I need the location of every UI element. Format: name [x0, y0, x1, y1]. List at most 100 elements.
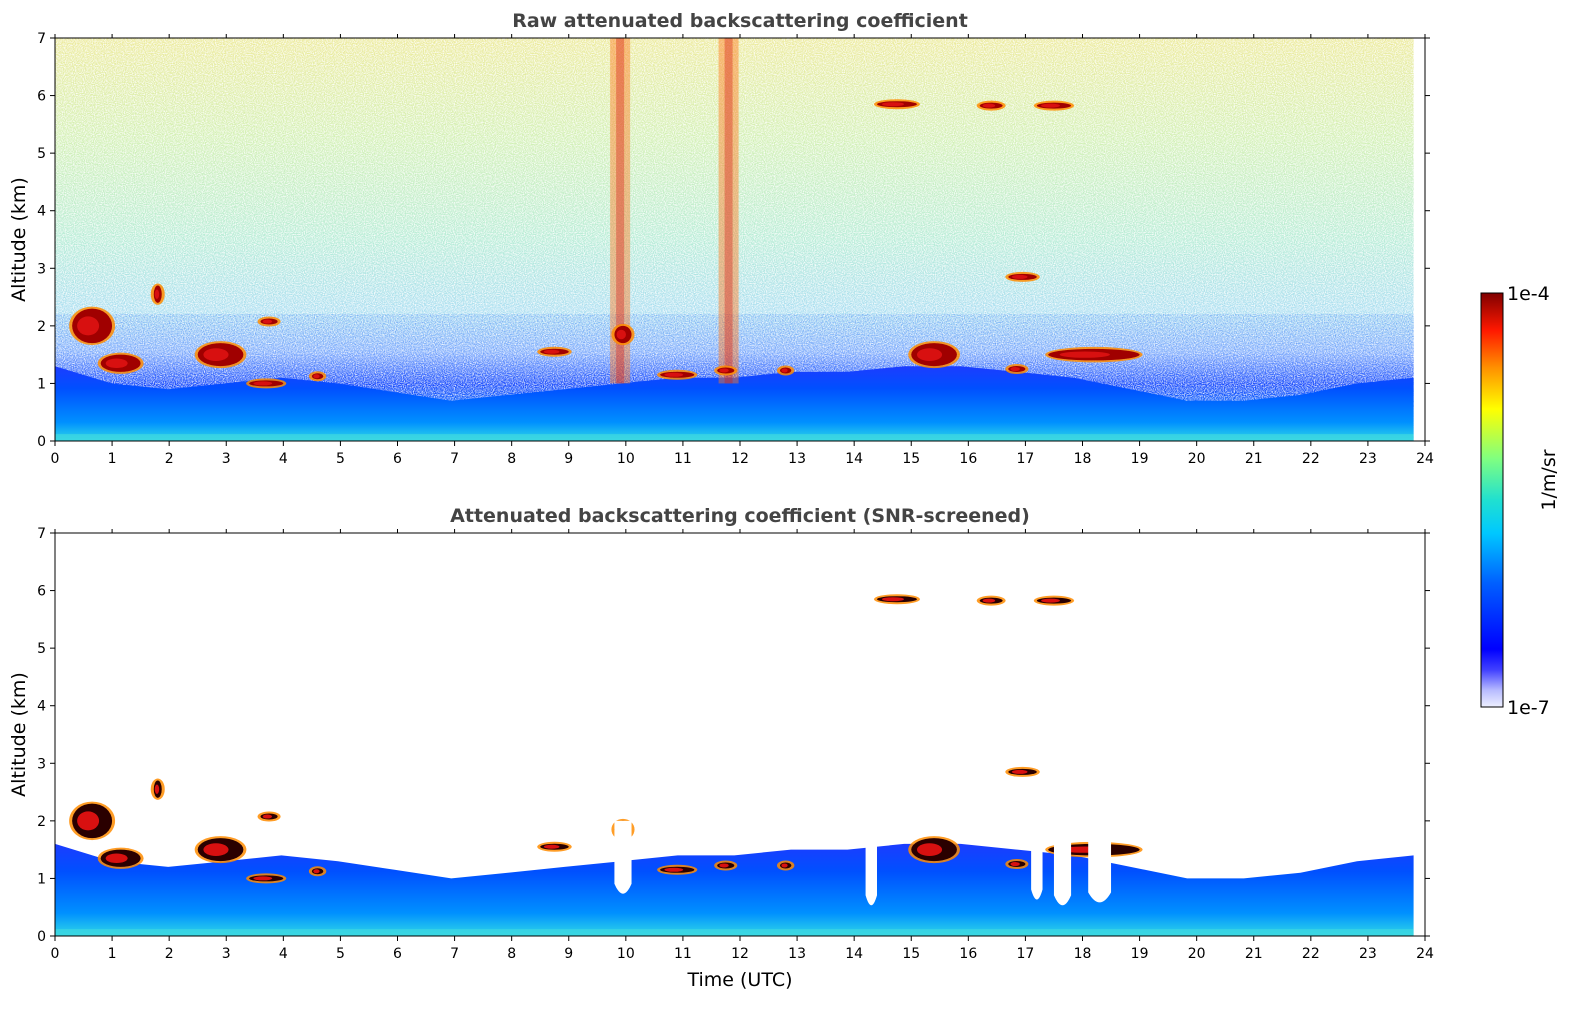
cloud-core	[664, 867, 684, 872]
x-tick-label: 7	[450, 946, 459, 962]
x-tick-label: 19	[1131, 946, 1149, 962]
x-tick-label: 5	[336, 946, 345, 962]
cloud-core	[982, 103, 996, 108]
y-tick-label: 5	[37, 641, 46, 657]
cloud-core	[881, 597, 904, 602]
x-tick-label: 3	[222, 946, 231, 962]
x-tick-label: 13	[788, 946, 806, 962]
panel-2: 0 1 2 3 4 5 6 7 8 9 10 11 12 13 14 15 16 17 18 19 20 21 22 23 24…	[8, 505, 1434, 991]
x-tick-label: 21	[1245, 451, 1263, 467]
cloud-core	[982, 598, 996, 603]
x-tick-label: 9	[564, 946, 573, 962]
cloud-core	[916, 843, 943, 856]
y-tick-label: 0	[37, 434, 46, 450]
x-tick-label: 10	[617, 946, 635, 962]
noise-streak	[610, 38, 631, 384]
cloud-core	[154, 289, 160, 299]
cloud-core	[105, 853, 128, 864]
y-tick-label: 3	[37, 261, 46, 277]
plot-area	[55, 594, 1414, 936]
x-tick-label: 0	[51, 946, 60, 962]
panel-title: Attenuated backscattering coefficient (S…	[450, 505, 1030, 527]
y-tick-label: 3	[37, 756, 46, 772]
cloud-core	[253, 876, 273, 881]
x-tick-label: 2	[165, 946, 174, 962]
x-tick-label: 7	[450, 451, 459, 467]
x-tick-label: 4	[279, 946, 288, 962]
cloud-core	[719, 368, 729, 373]
y-tick-label: 5	[37, 146, 46, 162]
screened-gap	[614, 820, 632, 894]
x-tick-label: 9	[564, 451, 573, 467]
x-tick-label: 21	[1245, 946, 1263, 962]
y-tick-label: 7	[37, 526, 46, 542]
cloud-core	[1011, 274, 1028, 279]
x-tick-label: 17	[1017, 946, 1035, 962]
y-tick-label: 0	[37, 929, 46, 945]
cloud-core	[781, 368, 788, 373]
x-tick-label: 15	[902, 946, 920, 962]
cloud-core	[1010, 367, 1020, 372]
colorbar-min-label: 1e-7	[1507, 697, 1550, 719]
x-tick-label: 20	[1188, 946, 1206, 962]
cloud-core	[154, 784, 160, 794]
y-axis-label: Altitude (km)	[8, 672, 30, 797]
colorbar-max-label: 1e-4	[1507, 283, 1550, 305]
x-tick-label: 18	[1074, 946, 1092, 962]
cloud-core	[781, 863, 788, 868]
cloud-core	[262, 319, 273, 324]
x-tick-label: 12	[731, 946, 749, 962]
y-tick-label: 4	[37, 204, 46, 220]
x-tick-label: 17	[1017, 451, 1035, 467]
cloud-core	[203, 843, 229, 856]
cloud-core	[203, 348, 229, 361]
cloud-core	[1059, 351, 1110, 358]
y-tick-label: 1	[37, 376, 46, 392]
x-tick-label: 20	[1188, 451, 1206, 467]
screened-gap	[1053, 820, 1072, 906]
plot-area	[55, 38, 1414, 441]
x-tick-label: 22	[1302, 451, 1320, 467]
x-tick-label: 24	[1416, 946, 1434, 962]
noise-streak	[718, 38, 739, 384]
cloud-core	[543, 349, 560, 354]
cloud-core	[664, 372, 684, 377]
cloud-core	[543, 844, 560, 849]
surface-layer	[55, 434, 1414, 441]
x-tick-label: 4	[279, 451, 288, 467]
x-tick-label: 10	[617, 451, 635, 467]
y-tick-label: 6	[37, 584, 46, 600]
cloud-core	[881, 102, 904, 107]
x-tick-label: 22	[1302, 946, 1320, 962]
cloud-core	[1041, 598, 1060, 603]
surface-layer	[55, 929, 1414, 936]
x-tick-label: 11	[674, 451, 692, 467]
screened-gap	[1088, 820, 1112, 903]
x-tick-label: 1	[108, 451, 117, 467]
y-tick-label: 2	[37, 814, 46, 830]
cloud-core	[105, 358, 128, 369]
cloud-core	[916, 348, 943, 361]
y-tick-label: 6	[37, 89, 46, 105]
x-tick-label: 15	[902, 451, 920, 467]
cloud-core	[616, 329, 626, 340]
x-tick-label: 0	[51, 451, 60, 467]
x-tick-label: 3	[222, 451, 231, 467]
y-tick-label: 2	[37, 319, 46, 335]
x-tick-label: 24	[1416, 451, 1434, 467]
cloud-core	[1010, 862, 1020, 867]
screened-gap	[1031, 820, 1043, 900]
x-tick-label: 19	[1131, 451, 1149, 467]
y-tick-label: 7	[37, 31, 46, 47]
x-tick-label: 16	[959, 946, 977, 962]
x-tick-label: 6	[393, 946, 402, 962]
boundary-layer	[55, 366, 1414, 441]
cloud-core	[1011, 769, 1028, 774]
panel-1: 0 1 2 3 4 5 6 7 8 9 10 11 12 13 14 15 16 17 18 19 20 21 22 23 24…	[8, 10, 1434, 467]
y-tick-label: 4	[37, 699, 46, 715]
x-tick-label: 6	[393, 451, 402, 467]
x-tick-label: 18	[1074, 451, 1092, 467]
x-axis-label: Time (UTC)	[686, 969, 792, 991]
screened-gap	[865, 820, 877, 906]
